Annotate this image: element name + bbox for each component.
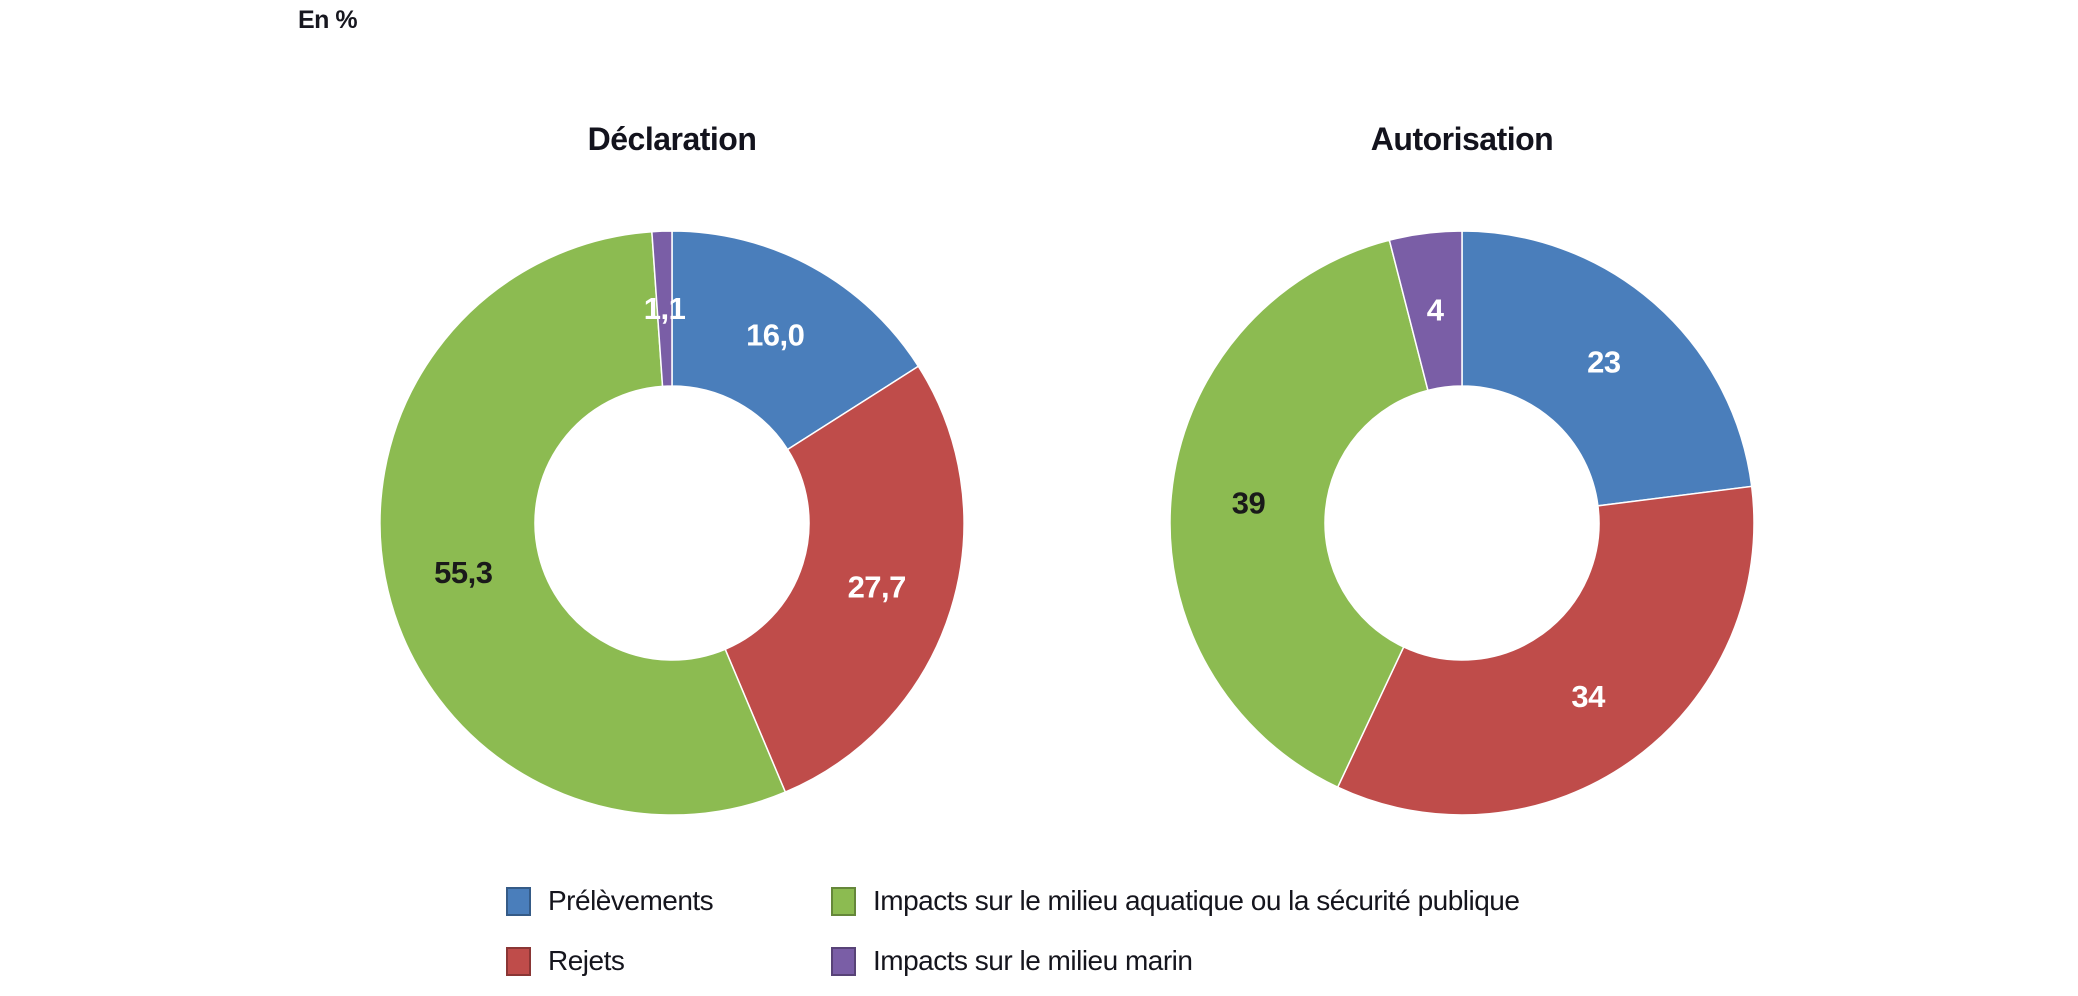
legend-item-rejets: Rejets [506,938,831,984]
slice-impacts-milieu-aquatique [379,230,787,816]
slice-value-label-rejets: 34 [1571,679,1606,714]
legend-label-impacts-milieu-aquatique: Impacts sur le milieu aquatique ou la sé… [873,885,1520,916]
donut-chart-autorisation: 23 34 39 4 [1169,230,1755,816]
donut-chart-declaration: 16,0 27,7 55,3 1,1 [379,230,965,816]
chart-title-declaration: Déclaration [587,121,757,157]
unit-label: En % [298,6,358,34]
slice-value-label-impacts-milieu-marin: 1,1 [644,291,686,326]
slice-value-label-impacts-milieu-aquatique: 39 [1232,485,1266,520]
legend-swatch-prelevements [506,886,531,916]
legend-swatch-impacts-milieu-marin [831,946,856,976]
slice-value-label-prelevements: 23 [1587,345,1621,380]
legend-swatch-impacts-milieu-aquatique [831,886,856,916]
legend-item-prelevements: Prélèvements [506,878,831,924]
slice-impacts-milieu-marin [1388,230,1463,392]
chart-title-autorisation: Autorisation [1370,121,1554,157]
slice-impacts-milieu-aquatique [1169,239,1429,789]
slice-value-label-impacts-milieu-aquatique: 55,3 [434,555,493,590]
slice-rejets [724,365,965,794]
legend-swatch-rejets [506,946,531,976]
slice-prelevements [1461,230,1753,507]
legend-item-impacts-milieu-marin: Impacts sur le milieu marin [831,938,1519,984]
slice-rejets [1336,485,1755,816]
slice-value-label-impacts-milieu-marin: 4 [1427,293,1445,328]
slice-impacts-milieu-marin [651,230,673,388]
slice-value-label-prelevements: 16,0 [746,317,804,352]
chart-autorisation: Autorisation 23 34 39 4 [1167,118,1757,818]
legend-label-prelevements: Prélèvements [548,885,714,916]
slice-prelevements [671,230,920,451]
chart-legend: Prélèvements Rejets Impacts sur le milie… [506,878,1520,984]
slice-value-label-rejets: 27,7 [848,569,906,604]
legend-label-impacts-milieu-marin: Impacts sur le milieu marin [873,945,1193,976]
legend-label-rejets: Rejets [548,945,625,976]
chart-declaration: Déclaration 16,0 27,7 55,3 1,1 [377,118,967,818]
legend-item-impacts-milieu-aquatique: Impacts sur le milieu aquatique ou la sé… [831,878,1520,924]
